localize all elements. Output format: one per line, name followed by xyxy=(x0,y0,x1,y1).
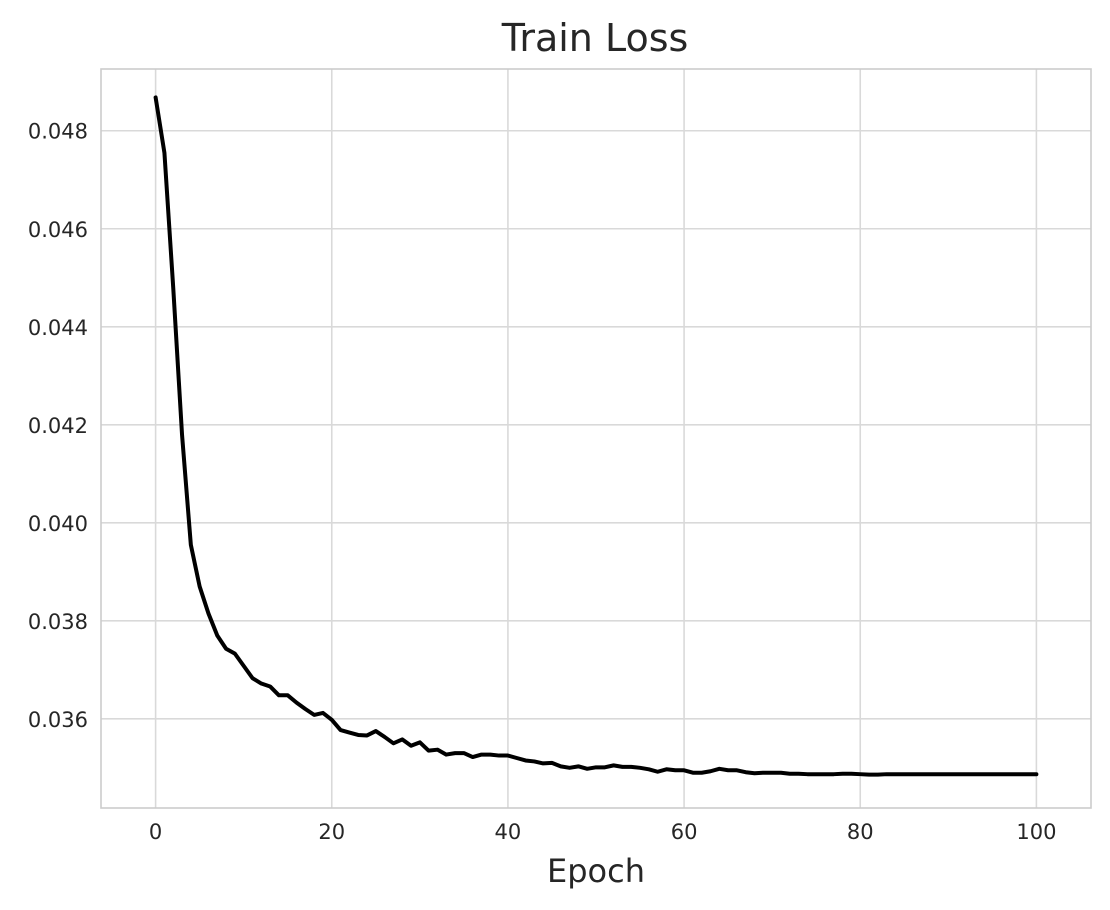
y-tick-label: 0.048 xyxy=(28,120,88,144)
x-tick-label: 60 xyxy=(671,820,698,844)
plot-frame xyxy=(100,68,1092,809)
y-tick-label: 0.042 xyxy=(28,414,88,438)
train-loss-line xyxy=(153,95,1039,777)
x-tick-label: 100 xyxy=(1016,820,1056,844)
grid xyxy=(101,69,1091,808)
y-tick-label: 0.040 xyxy=(28,512,88,536)
y-tick-label: 0.046 xyxy=(28,218,88,242)
x-tick-label: 40 xyxy=(495,820,522,844)
x-tick-label: 80 xyxy=(847,820,874,844)
x-axis-label: Epoch xyxy=(547,852,645,890)
tick-labels: 0 20 40 60 80 100 0.036 0.038 0.040 0.042 0.044 0.0… xyxy=(28,120,1057,844)
y-tick-label: 0.038 xyxy=(28,610,88,634)
chart-title: Train Loss xyxy=(501,16,689,60)
y-tick-label: 0.044 xyxy=(28,316,88,340)
x-tick-label: 20 xyxy=(318,820,345,844)
y-tick-label: 0.036 xyxy=(28,708,88,732)
x-tick-label: 0 xyxy=(149,820,162,844)
